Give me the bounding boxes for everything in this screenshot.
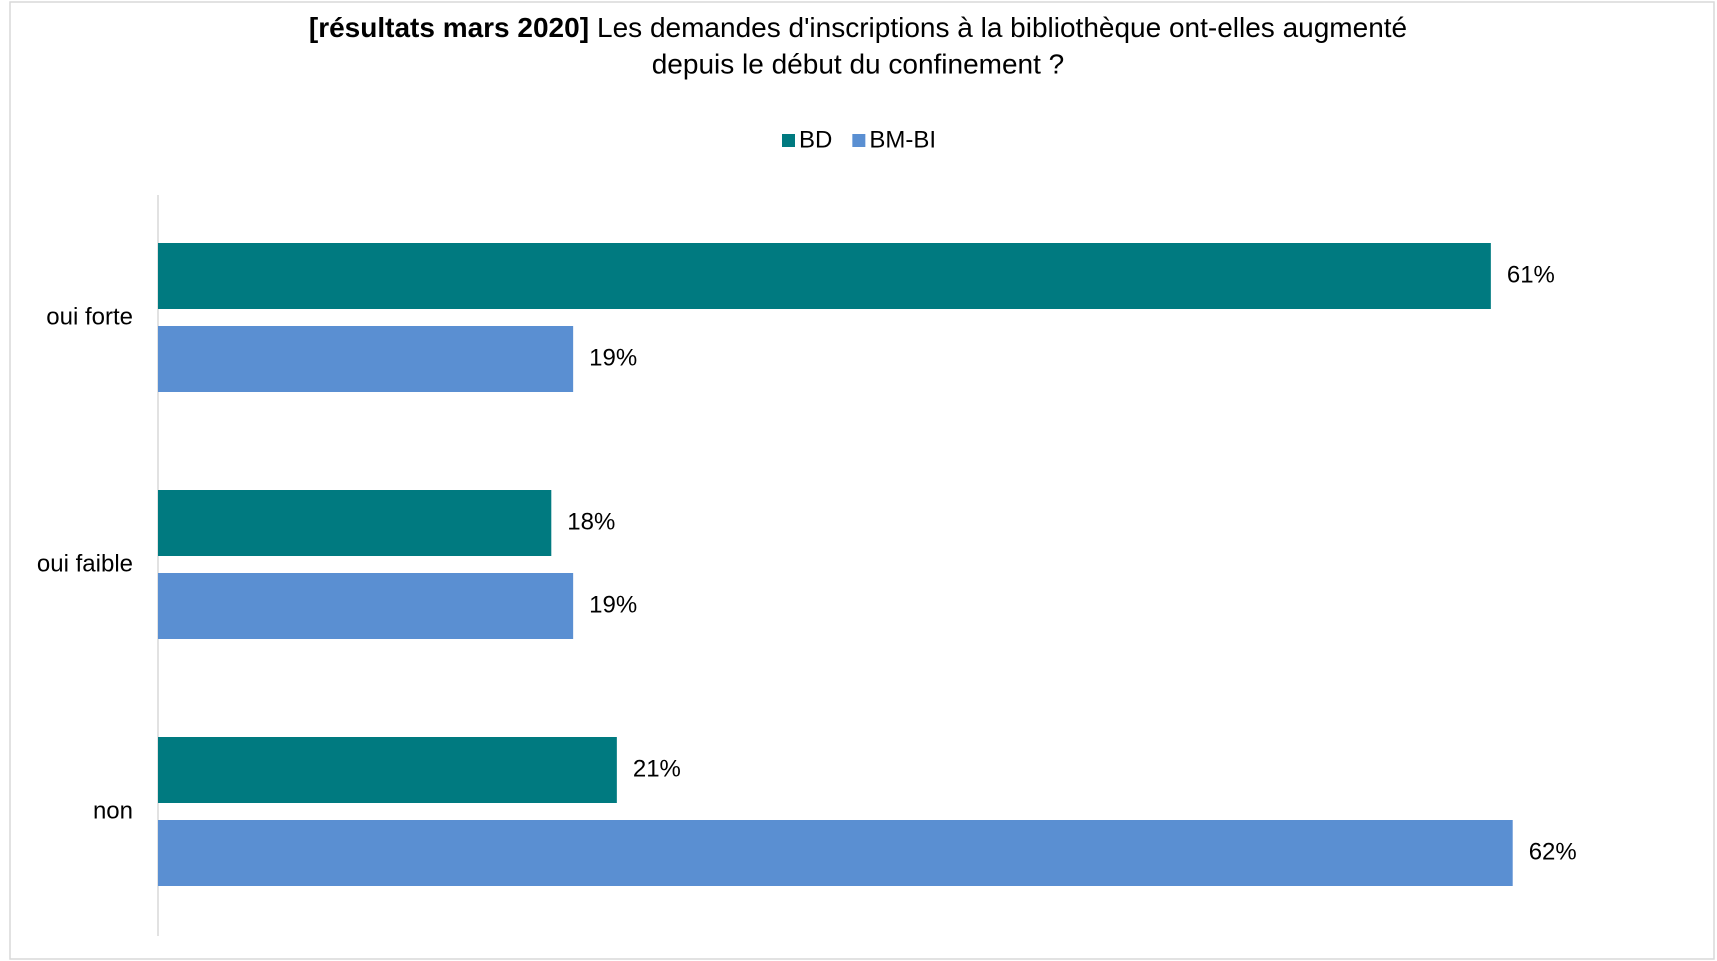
bar (158, 737, 617, 803)
title-bold: [résultats mars 2020] (309, 12, 589, 43)
value-label: 21% (633, 755, 681, 782)
category-label: oui faible (37, 550, 133, 577)
value-label: 62% (1529, 838, 1577, 865)
category-label: oui forte (46, 303, 133, 330)
value-label: 61% (1507, 261, 1555, 288)
value-label: 19% (589, 591, 637, 618)
category-label: non (93, 797, 133, 824)
legend-swatch (782, 134, 795, 147)
bar (158, 573, 574, 639)
bar (158, 326, 574, 392)
legend-label: BD (799, 126, 832, 153)
bar (158, 243, 1491, 309)
chart-title: [résultats mars 2020] Les demandes d'insc… (309, 12, 1407, 43)
legend-swatch (852, 134, 866, 147)
bar (158, 820, 1513, 886)
legend-label: BM-BI (869, 126, 936, 153)
bar (158, 490, 552, 556)
title-line: Les demandes d'inscriptions à la bibliot… (597, 12, 1407, 43)
value-label: 19% (589, 344, 637, 371)
title-line: depuis le début du confinement ? (652, 48, 1065, 79)
value-label: 18% (567, 508, 615, 535)
